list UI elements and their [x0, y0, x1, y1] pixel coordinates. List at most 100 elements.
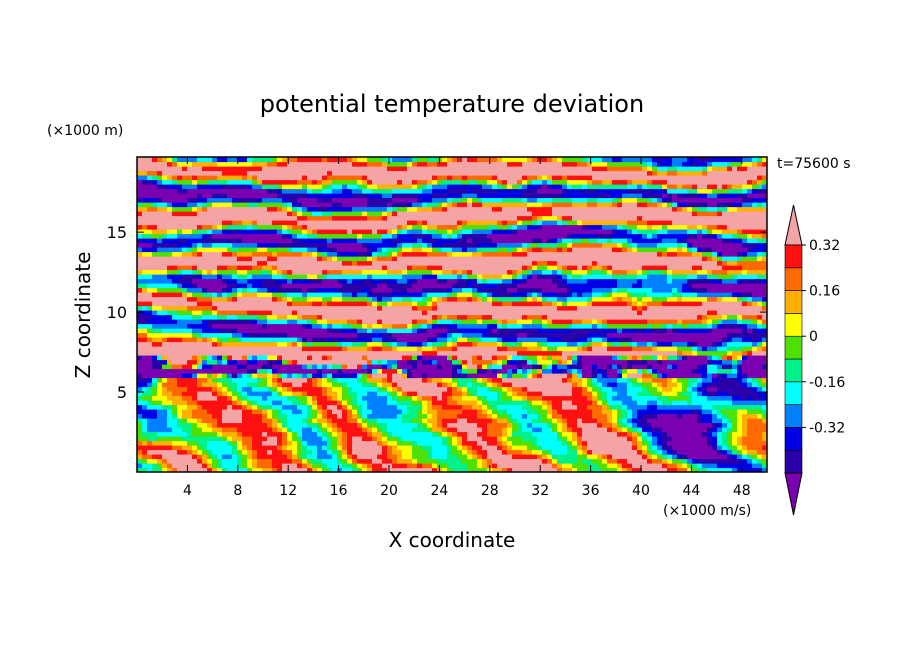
heatmap-cell — [422, 427, 428, 433]
heatmap-cell — [552, 377, 558, 383]
heatmap-cell — [207, 319, 213, 325]
heatmap-cell — [517, 328, 523, 334]
heatmap-cell — [502, 319, 508, 325]
heatmap-cell — [612, 440, 618, 446]
heatmap-cell — [282, 373, 288, 379]
heatmap-cell — [262, 341, 268, 347]
heatmap-cell — [282, 292, 288, 298]
heatmap-cell — [677, 467, 683, 472]
heatmap-cell — [597, 355, 603, 361]
heatmap-cell — [337, 431, 343, 437]
heatmap-cell — [277, 458, 283, 464]
heatmap-cell — [267, 467, 273, 472]
heatmap-cell — [632, 359, 638, 365]
heatmap-cell — [562, 409, 568, 415]
heatmap-cell — [422, 346, 428, 352]
heatmap-cell — [162, 463, 168, 469]
heatmap-cell — [332, 427, 338, 433]
heatmap-cell — [637, 445, 643, 451]
heatmap-cell — [162, 314, 168, 320]
heatmap-cell — [172, 364, 178, 370]
heatmap-cell — [322, 467, 328, 472]
heatmap-cell — [547, 341, 553, 347]
heatmap-cell — [547, 454, 553, 460]
heatmap-cell — [427, 368, 433, 374]
heatmap-cell — [567, 296, 573, 302]
heatmap-cell — [367, 323, 373, 329]
heatmap-cell — [157, 427, 163, 433]
heatmap-cell — [357, 400, 363, 406]
heatmap-cell — [762, 454, 767, 460]
heatmap-cell — [457, 359, 463, 365]
heatmap-cell — [647, 359, 653, 365]
heatmap-cell — [552, 386, 558, 392]
heatmap-cell — [582, 467, 588, 472]
heatmap-cell — [737, 305, 743, 311]
heatmap-cell — [547, 337, 553, 343]
heatmap-cell — [757, 373, 763, 379]
heatmap-cell — [522, 296, 528, 302]
heatmap-cell — [242, 395, 248, 401]
heatmap-cell — [727, 355, 733, 361]
heatmap-cell — [577, 427, 583, 433]
heatmap-cell — [157, 359, 163, 365]
heatmap-cell — [692, 314, 698, 320]
heatmap-cell — [752, 346, 758, 352]
heatmap-cell — [432, 364, 438, 370]
heatmap-cell — [712, 413, 718, 419]
heatmap-cell — [332, 391, 338, 397]
heatmap-cell — [272, 391, 278, 397]
heatmap-cell — [452, 301, 458, 307]
heatmap-cell — [167, 305, 173, 311]
heatmap-cell — [427, 427, 433, 433]
heatmap-cell — [377, 301, 383, 307]
heatmap-cell — [497, 418, 503, 424]
heatmap-cell — [342, 422, 348, 428]
heatmap-cell — [652, 404, 658, 410]
heatmap-cell — [547, 436, 553, 442]
heatmap-cell — [232, 413, 238, 419]
heatmap-cell — [417, 400, 423, 406]
heatmap-cell — [167, 449, 173, 455]
heatmap-cell — [457, 323, 463, 329]
heatmap-cell — [312, 395, 318, 401]
heatmap-cell — [347, 359, 353, 365]
heatmap-cell — [727, 368, 733, 374]
heatmap-cell — [727, 382, 733, 388]
heatmap-cell — [762, 368, 767, 374]
heatmap-cell — [667, 359, 673, 365]
heatmap-cell — [267, 427, 273, 433]
heatmap-cell — [507, 364, 513, 370]
heatmap-cell — [387, 346, 393, 352]
heatmap-cell — [512, 413, 518, 419]
heatmap-cell — [717, 431, 723, 437]
heatmap-cell — [352, 458, 358, 464]
heatmap-cell — [362, 292, 368, 298]
heatmap-cell — [547, 332, 553, 338]
heatmap-cell — [367, 440, 373, 446]
heatmap-cell — [662, 454, 668, 460]
heatmap-cell — [247, 314, 253, 320]
heatmap-cell — [477, 292, 483, 298]
heatmap-cell — [587, 359, 593, 365]
heatmap-cell — [752, 368, 758, 374]
heatmap-cell — [607, 337, 613, 343]
heatmap-cell — [292, 463, 298, 469]
heatmap-cell — [677, 400, 683, 406]
heatmap-cell — [662, 296, 668, 302]
heatmap-cell — [402, 359, 408, 365]
heatmap-cell — [302, 377, 308, 383]
heatmap-cell — [142, 418, 148, 424]
heatmap-cell — [397, 467, 403, 472]
heatmap-cell — [477, 436, 483, 442]
heatmap-cell — [222, 431, 228, 437]
heatmap-cell — [477, 445, 483, 451]
heatmap-cell — [272, 310, 278, 316]
heatmap-cell — [217, 391, 223, 397]
heatmap-cell — [557, 427, 563, 433]
heatmap-cell — [187, 404, 193, 410]
heatmap-cell — [527, 296, 533, 302]
heatmap-cell — [572, 337, 578, 343]
heatmap-cell — [332, 409, 338, 415]
heatmap-cell — [237, 314, 243, 320]
